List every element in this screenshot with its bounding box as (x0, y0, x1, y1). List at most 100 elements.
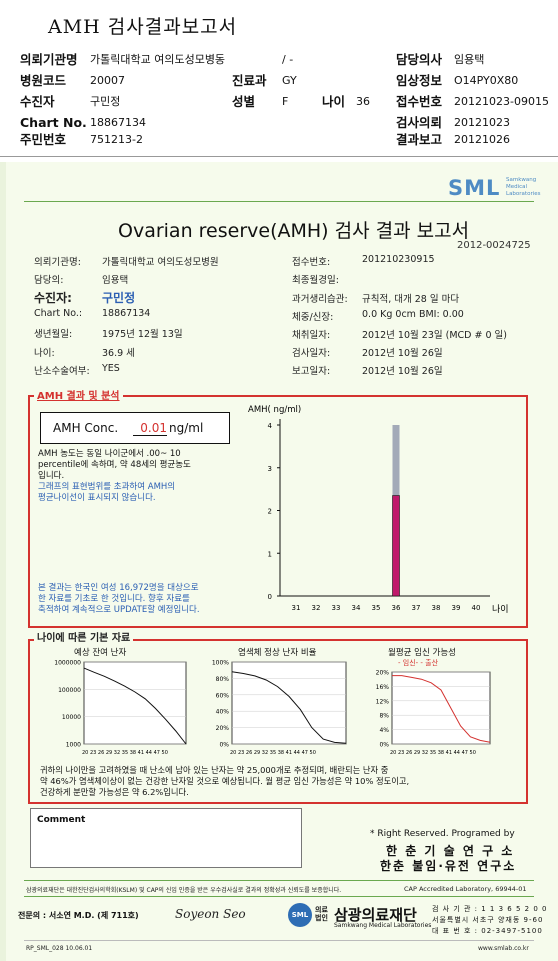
y-tick-label: 0% (379, 742, 389, 749)
row-label: 의뢰기관명 (20, 52, 78, 67)
graph-title: 염색체 정상 난자 비율 (238, 648, 317, 658)
amh-conc-unit: ng/ml (169, 421, 204, 435)
info-label: 접수번호: (292, 257, 331, 268)
info-label: 생년월일: (34, 329, 73, 340)
row-mid-label: 성별 (232, 94, 256, 109)
row-right-label: 임상정보 (396, 73, 443, 88)
footer-divider (24, 940, 534, 941)
summary-text: 귀하의 나이만을 고려하였을 때 난소에 남아 있는 난자는 약 25,000개… (40, 765, 409, 798)
row-value: 18867134 (90, 116, 146, 129)
amh-conc-value: 0.01 (133, 421, 167, 436)
series-line (231, 671, 347, 744)
row-value: 구민정 (90, 95, 121, 108)
x-tick-label: 37 (412, 604, 421, 612)
row-right-label: 검사의뢰 (396, 115, 443, 130)
report-number: 2012-0024725 (457, 240, 531, 251)
info-value: 규칙적, 대개 28 일 마다 (362, 294, 460, 305)
row-label: 병원코드 (20, 73, 67, 88)
info-label: 체중/신장: (292, 312, 334, 323)
info-value: 2012년 10월 23일 (MCD # 0 일) (362, 330, 507, 341)
certification-text: 삼광의료재단은 대한진단검사의학회(KSLM) 및 CAP의 신임 인증을 받은… (26, 887, 342, 894)
summary-line: 건강하게 분만할 가능성은 약 6.2%입니다. (40, 787, 189, 797)
x-tick-label: 36 (392, 604, 401, 612)
info-label: 검사일자: (292, 348, 331, 359)
report-header: AMH 검사결과보고서 의뢰기관명 가톨릭대학교 여의도성모병동 / - 담당의… (0, 0, 558, 162)
graph-title: 예상 잔여 난자 (74, 648, 127, 658)
age-data-title: 나이에 따른 기본 자료 (34, 629, 134, 644)
website: www.smlab.co.kr (478, 945, 529, 952)
row-right-value: O14PY0X80 (454, 74, 519, 87)
rights-text: * Right Reserved. Programed by (370, 829, 515, 839)
row-mid-value: / - (282, 53, 294, 66)
x-tick-label: 39 (452, 604, 461, 612)
row-label: 수진자 (20, 94, 55, 109)
notice-text: 본 결과는 한국인 여성 16,972명을 대상으로 한 자료를 기초로 한 것… (38, 583, 200, 616)
info-value: 18867134 (102, 308, 151, 319)
x-tick-label: 33 (332, 604, 341, 612)
analysis-text: AMH 농도는 동일 나이군에서 .00~ 10 percentile에 속하며… (38, 449, 191, 504)
contact-line: 서울특별시 서초구 양재동 9-60 (432, 916, 544, 924)
amh-conc-label: AMH Conc. (53, 421, 119, 435)
info-value: 1975년 12월 13일 (102, 329, 183, 340)
x-tick-label: 35 (372, 604, 381, 612)
info-label: 최종월경일: (292, 275, 339, 286)
info-value: 2012년 10월 26일 (362, 366, 443, 377)
graph-title: 월평균 임신 가능성 (388, 648, 456, 658)
foundation-name: 삼광의료재단 (334, 906, 417, 924)
cap-accreditation: CAP Accredited Laboratory, 69944-01 (404, 885, 527, 893)
y-tick-label: 80% (216, 676, 230, 683)
report-title: Ovarian reserve(AMH) 검사 결과 보고서 (118, 220, 470, 242)
analysis-note: 그래프의 표현범위를 초과하여 AMH의 (38, 482, 176, 492)
normal-chromosome-chart: 100% 80% 60% 40% 20% 0%20 23 26 29 32 35 38 4… (212, 660, 347, 756)
footer-divider (24, 896, 534, 897)
y-tick-label: 12% (376, 698, 390, 705)
y-tick-label: 60% (216, 692, 230, 699)
analysis-note: 평균나이선이 표시되지 않습니다. (38, 493, 156, 503)
info-label: 난소수술여부: (34, 366, 90, 377)
header-divider (0, 156, 558, 157)
foundation-logo-icon: SML (288, 903, 312, 927)
comment-label: Comment (37, 815, 86, 825)
y-tick-label: 10000 (62, 714, 81, 721)
row-label: 주민번호 (20, 132, 67, 147)
sml-logo-subtitle: Samkwang Medical Laboratories (506, 177, 541, 197)
series-line (392, 675, 491, 743)
series-line (83, 667, 187, 745)
notice-line: 축적하여 계속적으로 UPDATE할 예정입니다. (38, 605, 200, 615)
y-tick-label: 8% (379, 713, 389, 720)
y-tick-label: 100000 (58, 687, 81, 694)
x-tick-labels: 20 23 26 29 32 35 38 41 44 47 50 (390, 750, 476, 756)
y-tick-label: 100% (212, 660, 229, 667)
info-value: 36.9 세 (102, 348, 135, 359)
header-title: AMH 검사결과보고서 (48, 16, 238, 38)
y-tick-label: 4% (379, 727, 389, 734)
notice-line: 한 자료를 기초로 한 것입니다. 향후 자료를 (38, 594, 190, 604)
patient-name: 구민정 (102, 291, 136, 305)
info-label: 담당의: (34, 275, 64, 286)
contact-line: 검 사 기 관 : 1 1 3 6 5 2 0 0 (432, 905, 548, 913)
row-right-value: 20121023-09015 (454, 95, 549, 108)
y-tick-label: 2 (268, 508, 272, 516)
info-label: 의뢰기관명: (34, 257, 81, 268)
panel-edge (0, 162, 6, 961)
x-tick-labels: 20 23 26 29 32 35 38 41 44 47 50 (230, 750, 316, 756)
amh-concentration-box: AMH Conc. 0.01 ng/ml (40, 412, 230, 444)
info-value: 가톨릭대학교 여의도성모병원 (102, 257, 219, 268)
row-right-value: 임용택 (454, 53, 485, 66)
title-divider (24, 201, 534, 202)
row-right-value: 20121026 (454, 133, 510, 146)
lab-name-2: 한춘 불임·유전 연구소 (380, 859, 517, 873)
info-label: Chart No.: (34, 308, 83, 319)
signature: Soyeon Seo (175, 907, 246, 921)
row-right-label: 접수번호 (396, 94, 443, 109)
y-tick-label: 3 (268, 465, 272, 473)
info-label: 채취일자: (292, 330, 331, 341)
y-tick-label: 1000000 (54, 660, 81, 667)
y-tick-label: 20% (216, 725, 230, 732)
report-panel: SML Samkwang Medical Laboratories Ovaria… (0, 162, 558, 961)
row-extra-label: 나이 (322, 94, 346, 109)
info-label: 나이: (34, 348, 55, 359)
row-label: Chart No. (20, 115, 87, 130)
notice-line: 본 결과는 한국인 여성 16,972명을 대상으로 (38, 583, 199, 593)
